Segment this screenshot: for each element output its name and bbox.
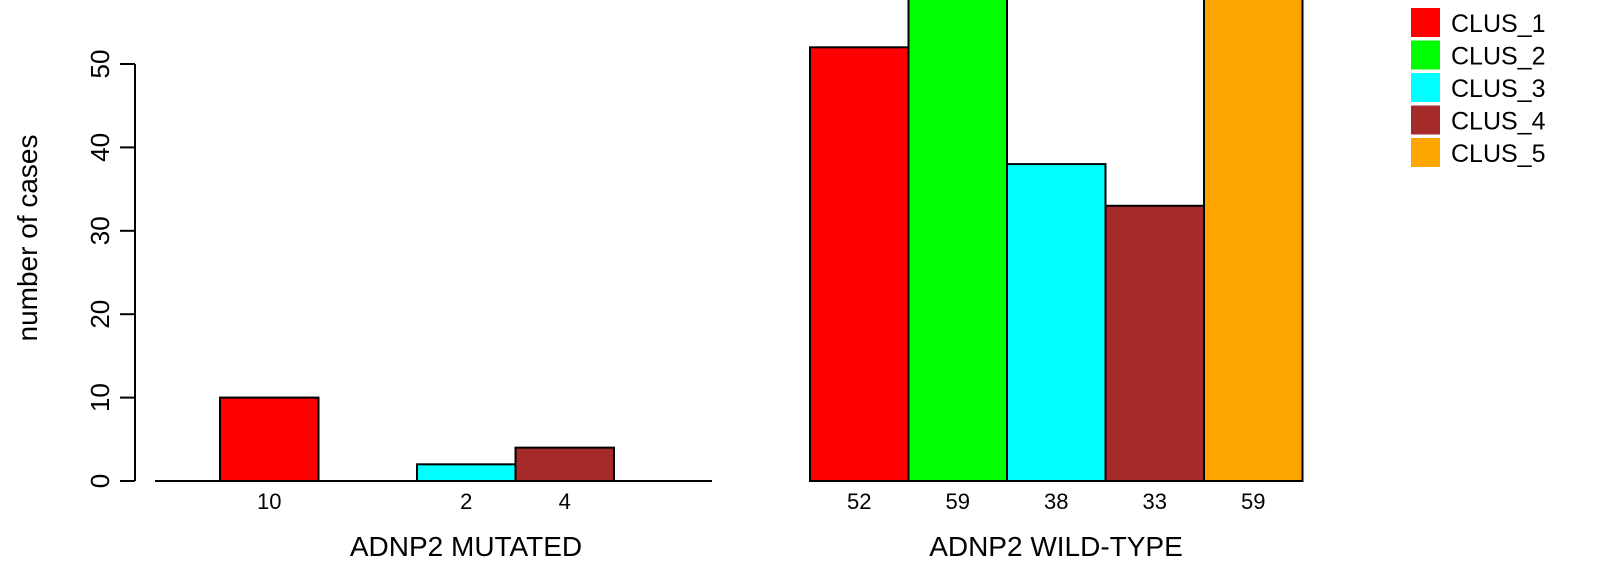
bar-wild-type-clus-1 [809, 46, 910, 482]
group-label: ADNP2 WILD-TYPE [929, 531, 1183, 562]
legend-swatch [1411, 105, 1440, 135]
y-tick-label: 20 [85, 300, 115, 329]
bar-value-label: 2 [460, 489, 472, 514]
y-tick-label: 0 [85, 474, 115, 488]
legend-swatch [1411, 138, 1440, 167]
y-axis: 0 10 20 30 40 50 [85, 50, 1303, 488]
legend: CLUS_1 CLUS_2 CLUS_3 CLUS_4 CLUS_5 [1411, 8, 1546, 168]
bar-value-label: 52 [847, 489, 871, 514]
bar-mutated-clus-1 [219, 396, 320, 483]
bars-layer [219, 0, 1304, 483]
legend-label: CLUS_4 [1451, 108, 1546, 136]
y-tick-label: 30 [85, 216, 115, 245]
legend-swatch [1411, 73, 1440, 102]
y-tick-label: 10 [85, 383, 115, 412]
y-tick-label: 40 [85, 133, 115, 162]
bar-value-label: 4 [559, 489, 571, 514]
legend-swatch [1411, 40, 1440, 70]
y-axis-label: number of cases [12, 135, 43, 342]
bar-wild-type-clus-5 [1203, 0, 1304, 482]
bar-mutated-clus-3 [416, 463, 517, 483]
labels-layer: 10 2 4 ADNP2 MUTATED 52 59 38 33 59 ADNP2 WILD-TY… [257, 489, 1265, 562]
bar-wild-type-clus-4 [1104, 204, 1205, 482]
y-tick-label: 50 [85, 50, 115, 79]
bar-value-label: 33 [1143, 489, 1167, 514]
bar-mutated-clus-4 [514, 446, 615, 483]
bar-value-label: 10 [257, 489, 281, 514]
legend-label: CLUS_3 [1451, 75, 1546, 103]
bar-value-label: 59 [946, 489, 970, 514]
legend-label: CLUS_1 [1451, 10, 1546, 38]
bar-value-label: 38 [1044, 489, 1068, 514]
group-label: ADNP2 MUTATED [350, 531, 582, 562]
legend-label: CLUS_5 [1451, 140, 1546, 168]
legend-swatch [1411, 8, 1440, 37]
bar-value-label: 59 [1241, 489, 1265, 514]
bar-wild-type-clus-2 [907, 0, 1008, 482]
legend-label: CLUS_2 [1451, 43, 1546, 71]
bar-wild-type-clus-3 [1006, 163, 1107, 483]
